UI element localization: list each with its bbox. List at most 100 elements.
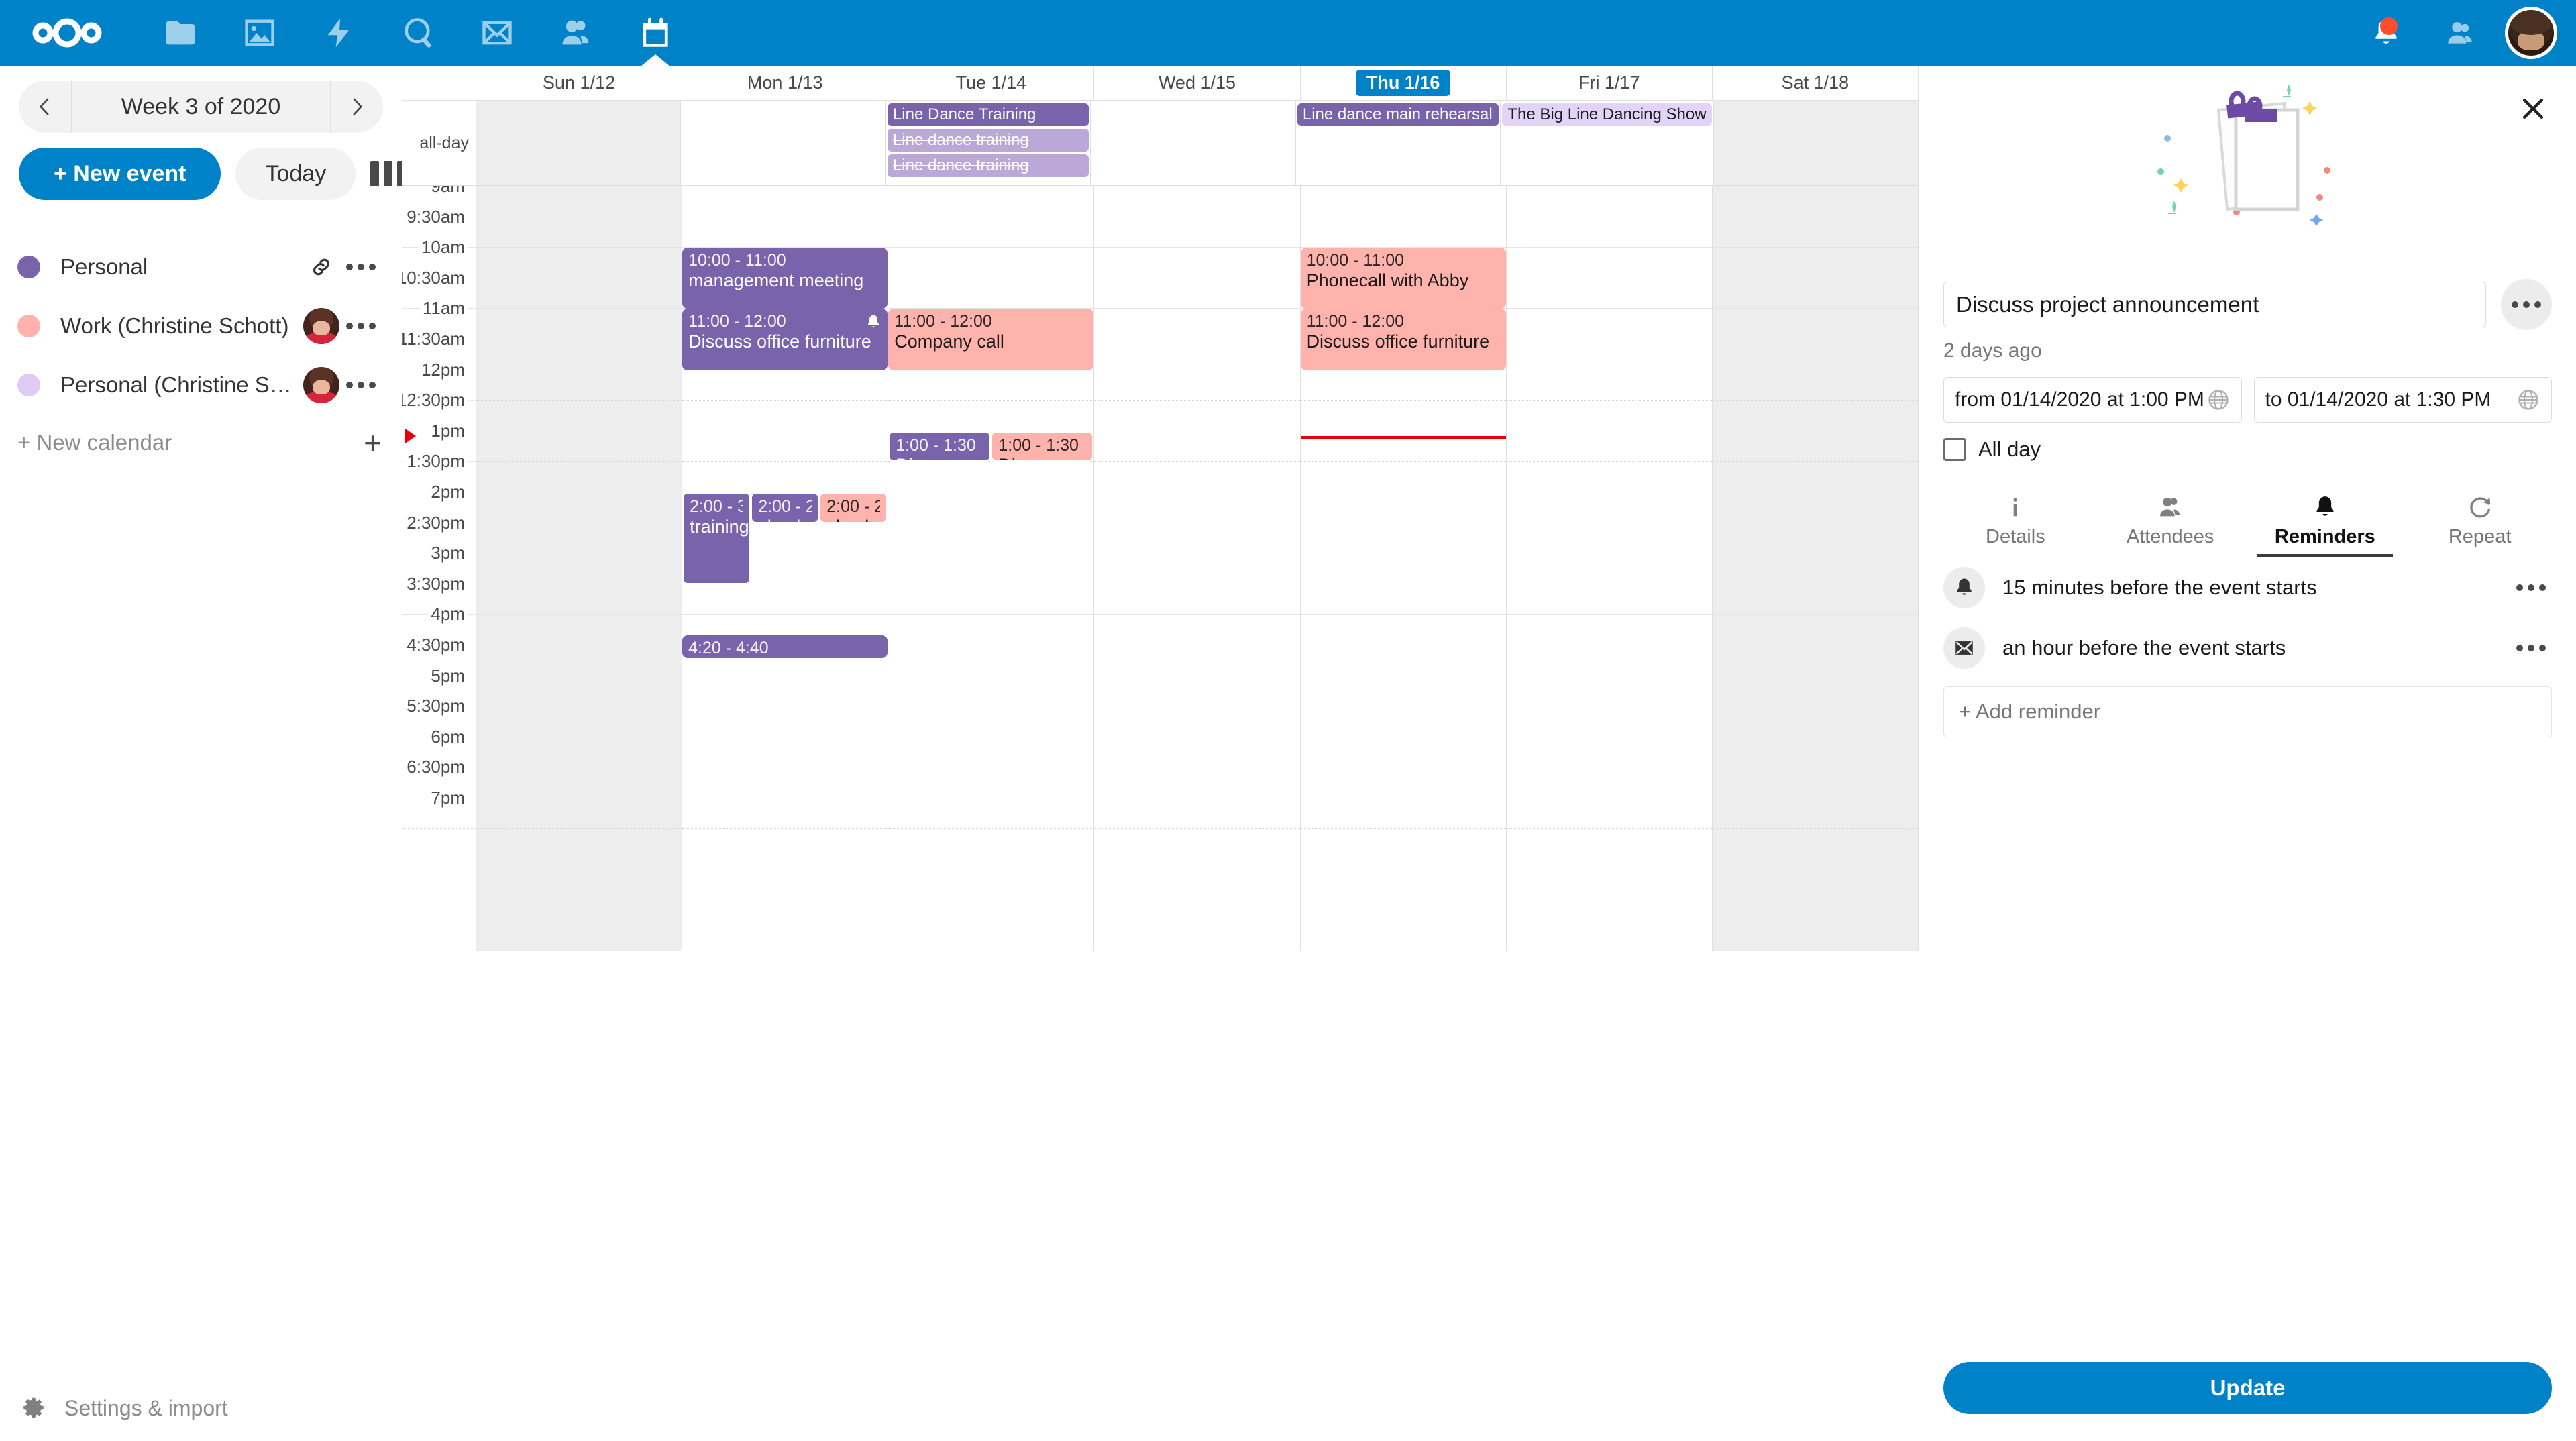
- day-column-sun[interactable]: [476, 186, 683, 951]
- time-slot[interactable]: [1506, 309, 1712, 339]
- time-slot[interactable]: [1300, 706, 1506, 737]
- calendar-event[interactable]: 2:00 - 2:30check-in: [751, 492, 820, 523]
- day-header-sat[interactable]: Sat 1/18: [1713, 66, 1919, 100]
- time-slot[interactable]: [1094, 798, 1300, 829]
- calendar-event[interactable]: 1:00 - 1:30Discuss project: [991, 431, 1094, 462]
- time-slot[interactable]: [1506, 737, 1712, 768]
- time-slot[interactable]: [888, 645, 1094, 676]
- all-day-event[interactable]: Line dance training: [887, 154, 1089, 177]
- calendar-event[interactable]: 11:00 - 12:00 Discuss office furniture: [1300, 309, 1506, 370]
- time-slot[interactable]: [1094, 553, 1300, 584]
- time-slot[interactable]: [1506, 217, 1712, 248]
- time-slot[interactable]: [1506, 920, 1712, 951]
- time-slot[interactable]: [682, 676, 888, 707]
- day-header-sun[interactable]: Sun 1/12: [476, 66, 683, 100]
- all-day-event[interactable]: Line dance training: [887, 129, 1089, 152]
- time-slot[interactable]: [476, 859, 682, 890]
- time-slot[interactable]: [1094, 431, 1300, 462]
- reminder-row[interactable]: 15 minutes before the event starts: [1919, 557, 2576, 618]
- time-slot[interactable]: [888, 186, 1094, 217]
- search-app-icon[interactable]: [378, 0, 458, 66]
- all-day-col-sat[interactable]: [1713, 101, 1919, 185]
- time-slot[interactable]: [888, 553, 1094, 584]
- time-slot[interactable]: [476, 462, 682, 492]
- calendar-actions-menu[interactable]: [340, 382, 382, 388]
- time-slot[interactable]: [1506, 829, 1712, 860]
- time-slot[interactable]: [1300, 401, 1506, 431]
- time-slot[interactable]: [476, 339, 682, 370]
- time-slot[interactable]: [682, 706, 888, 737]
- time-slot[interactable]: [1506, 492, 1712, 523]
- day-column-sat[interactable]: [1712, 186, 1919, 951]
- time-grid-scroll[interactable]: 9am 9:30am 10am 10:30am 11am 11:30am 12pm 12:30…: [402, 186, 1919, 1441]
- time-slot[interactable]: [682, 767, 888, 798]
- time-slot[interactable]: [476, 309, 682, 339]
- time-slot[interactable]: [1506, 615, 1712, 645]
- today-button[interactable]: Today: [235, 148, 356, 200]
- time-slot[interactable]: [476, 553, 682, 584]
- time-slot[interactable]: [1712, 737, 1918, 768]
- time-slot[interactable]: [1712, 401, 1918, 431]
- tab-reminders[interactable]: Reminders: [2248, 484, 2403, 557]
- time-slot[interactable]: [888, 859, 1094, 890]
- time-slot[interactable]: [476, 767, 682, 798]
- time-slot[interactable]: [1712, 920, 1918, 951]
- time-slot[interactable]: [1506, 523, 1712, 554]
- time-slot[interactable]: [476, 615, 682, 645]
- time-slot[interactable]: [1094, 890, 1300, 921]
- contacts-menu-icon[interactable]: [2423, 0, 2497, 66]
- time-slot[interactable]: [476, 645, 682, 676]
- time-slot[interactable]: [476, 920, 682, 951]
- time-slot[interactable]: [1712, 859, 1918, 890]
- time-slot[interactable]: [682, 523, 888, 554]
- event-title-input[interactable]: [1943, 282, 2486, 327]
- time-slot[interactable]: [1712, 462, 1918, 492]
- time-slot[interactable]: [1506, 462, 1712, 492]
- close-icon[interactable]: [2514, 90, 2552, 127]
- time-slot[interactable]: [1094, 278, 1300, 309]
- time-slot[interactable]: [1094, 676, 1300, 707]
- time-slot[interactable]: [888, 278, 1094, 309]
- event-start-field[interactable]: from 01/14/2020 at 1:00 PM: [1943, 377, 2242, 423]
- time-slot[interactable]: [1712, 706, 1918, 737]
- time-slot[interactable]: [1712, 767, 1918, 798]
- all-day-col-thu[interactable]: Line dance main rehearsal: [1296, 101, 1501, 185]
- time-slot[interactable]: [1712, 217, 1918, 248]
- time-slot[interactable]: [1506, 339, 1712, 370]
- activity-icon[interactable]: [299, 0, 378, 66]
- day-header-fri[interactable]: Fri 1/17: [1507, 66, 1713, 100]
- time-slot[interactable]: [1506, 676, 1712, 707]
- time-slot[interactable]: [1094, 492, 1300, 523]
- time-slot[interactable]: [1300, 767, 1506, 798]
- time-slot[interactable]: [682, 401, 888, 431]
- time-slot[interactable]: [476, 890, 682, 921]
- day-column-thu[interactable]: 10:00 - 11:00 Phonecall with Abby 11:00 - …: [1300, 186, 1507, 951]
- reminder-row[interactable]: an hour before the event starts: [1919, 618, 2576, 678]
- day-header-wed[interactable]: Wed 1/15: [1094, 66, 1301, 100]
- time-slot[interactable]: [888, 248, 1094, 278]
- prev-week-button[interactable]: [19, 81, 71, 133]
- time-slot[interactable]: [1712, 798, 1918, 829]
- time-slot[interactable]: [1712, 584, 1918, 615]
- week-view-toggle-icon[interactable]: [370, 148, 407, 200]
- time-slot[interactable]: [682, 798, 888, 829]
- time-slot[interactable]: [1506, 431, 1712, 462]
- time-slot[interactable]: [476, 676, 682, 707]
- all-day-col-sun[interactable]: [476, 101, 682, 185]
- time-slot[interactable]: [888, 890, 1094, 921]
- all-day-col-mon[interactable]: [681, 101, 886, 185]
- all-day-col-tue[interactable]: Line Dance Training Line dance training Li…: [886, 101, 1091, 185]
- time-slot[interactable]: [1300, 859, 1506, 890]
- time-slot[interactable]: [1712, 278, 1918, 309]
- all-day-checkbox-label[interactable]: All day: [1978, 437, 2041, 461]
- mail-icon[interactable]: [458, 0, 537, 66]
- time-slot[interactable]: [1506, 798, 1712, 829]
- time-slot[interactable]: [682, 859, 888, 890]
- time-slot[interactable]: [1094, 370, 1300, 401]
- time-slot[interactable]: [1094, 645, 1300, 676]
- time-slot[interactable]: [1300, 584, 1506, 615]
- day-column-fri[interactable]: [1506, 186, 1713, 951]
- all-day-col-fri[interactable]: The Big Line Dancing Show: [1501, 101, 1714, 185]
- time-slot[interactable]: [1300, 920, 1506, 951]
- time-slot[interactable]: [1300, 829, 1506, 860]
